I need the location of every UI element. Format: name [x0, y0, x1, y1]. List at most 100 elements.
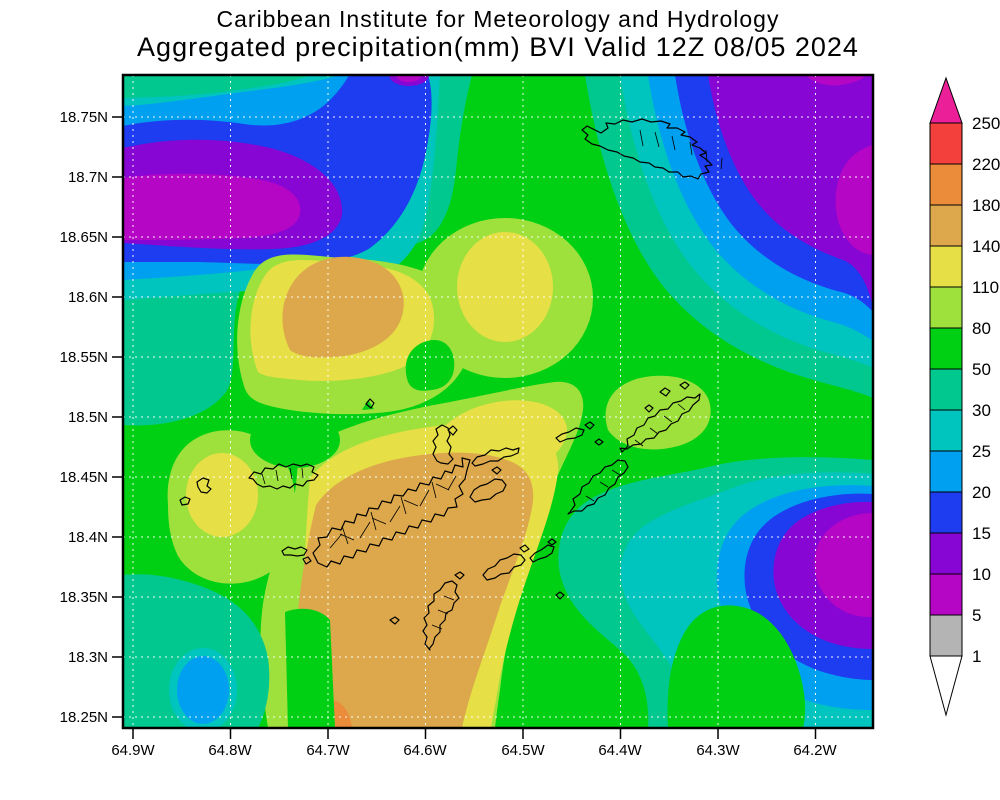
lon-label: 64.6W: [403, 742, 447, 759]
colorbar-seg-110-140: [929, 245, 963, 288]
island-dead-chest: [454, 571, 465, 580]
contour-se-5-10: [814, 513, 873, 617]
island-tortola-parcels: [329, 475, 457, 549]
island-vg-parcels: [585, 403, 686, 502]
colorbar-seg-15-20: [929, 491, 963, 534]
figure-subtitle: Aggregated precipitation(mm) BVI Valid 1…: [137, 32, 859, 62]
contour-field: [123, 75, 873, 728]
colorbar-seg-25-30: [929, 409, 963, 452]
contour-sw-20-25: [177, 656, 229, 724]
lat-axis-labels: 18.75N 18.7N 18.65N 18.6N 18.55N 18.5N 1…: [60, 109, 108, 726]
colorbar-seg-30-50: [929, 368, 963, 411]
contour-notch-50-80: [405, 340, 455, 391]
lon-label: 64.9W: [111, 742, 155, 759]
island-ginger-dot: [555, 591, 565, 600]
colorbar-label: 110: [972, 278, 999, 297]
island-beef: [469, 478, 507, 503]
lat-label: 18.45N: [60, 469, 108, 486]
lat-label: 18.75N: [60, 109, 108, 126]
lat-label: 18.6N: [68, 289, 108, 306]
island-virgin-gorda: [567, 459, 629, 515]
lat-label: 18.4N: [68, 529, 108, 546]
island-salt: [482, 553, 526, 581]
lat-label: 18.7N: [68, 169, 108, 186]
colorbar-seg-5-10: [929, 573, 963, 616]
island-west-cay-1: [196, 477, 212, 494]
contour-top-sliver-5-10: [396, 75, 422, 82]
colorbar-label: 25: [972, 442, 991, 461]
lon-label: 64.5W: [501, 742, 545, 759]
colorbar-seg-180-220: [929, 163, 963, 206]
map-frame: [121, 73, 875, 730]
contour-column-50-80: [285, 608, 335, 728]
contour-central-110-140: [457, 232, 553, 342]
colorbar-seg-1-5: [929, 614, 963, 657]
island-necker: [679, 381, 690, 390]
colorbar-label: 50: [972, 360, 991, 379]
figure-title: Caribbean Institute for Meteorology and …: [217, 6, 780, 32]
colorbar-label: 20: [972, 483, 991, 502]
contour-ne-edge-5-10: [835, 145, 873, 255]
colorbar-under-arrow: [929, 655, 963, 717]
colorbar-label: 30: [972, 401, 991, 420]
colorbar-seg-140-180: [929, 204, 963, 247]
lon-label: 64.4W: [598, 742, 642, 759]
colorbar-label: 220: [972, 155, 1000, 174]
colorbar-label: 10: [972, 565, 991, 584]
contour-nw-5-10: [123, 173, 301, 240]
lon-ticks: [132, 728, 817, 739]
island-cooper-dot: [547, 538, 557, 546]
island-west-cay-2: [179, 496, 191, 506]
island-outlines: [179, 118, 723, 651]
lat-label: 18.5N: [68, 409, 108, 426]
lat-label: 18.65N: [60, 229, 108, 246]
island-prickly-pear: [659, 387, 671, 397]
colorbar-seg-220-250: [929, 122, 963, 165]
island-east-cay-dot2: [594, 438, 604, 446]
lon-axis-labels: 64.9W 64.8W 64.7W 64.6W 64.5W 64.4W 64.3…: [111, 742, 837, 759]
island-thatch-cay: [302, 556, 312, 565]
lon-label: 64.7W: [306, 742, 350, 759]
island-jost-van-dyke: [248, 463, 319, 490]
island-norman-parcels: [431, 595, 455, 630]
island-cooper: [529, 544, 555, 563]
island-jvd-parcels: [261, 467, 304, 485]
lon-label: 64.2W: [793, 742, 837, 759]
island-little-thatch: [281, 546, 308, 557]
colorbar-seg-10-15: [929, 532, 963, 575]
contour-ne-top-5-10: [806, 75, 866, 86]
lat-label: 18.35N: [60, 589, 108, 606]
contour-nwland-140-180: [282, 256, 404, 358]
lon-label: 64.3W: [696, 742, 740, 759]
island-guana-cay: [447, 425, 458, 436]
lon-label: 64.8W: [208, 742, 252, 759]
lat-ticks: [112, 116, 123, 718]
colorbar-label: 80: [972, 319, 991, 338]
colorbar-label: 1: [972, 647, 981, 666]
island-camanoe-scrub: [471, 447, 520, 467]
contour-south-140-180: [296, 452, 534, 728]
colorbar-label: 15: [972, 524, 991, 543]
island-salt-cay: [519, 544, 530, 553]
island-east-cay-dot1: [584, 421, 595, 430]
island-norman-peter: [422, 580, 460, 651]
island-tortola: [312, 457, 471, 568]
island-beef-cay: [491, 466, 502, 475]
colorbar-over-arrow: [929, 76, 963, 124]
island-anegada: [581, 118, 713, 180]
contour-horseshoe-50-80: [250, 412, 340, 468]
colorbar-label: 140: [972, 237, 1000, 256]
colorbar-seg-20-25: [929, 450, 963, 493]
island-sandy-cay: [365, 398, 375, 409]
lat-label: 18.55N: [60, 349, 108, 366]
lat-label: 18.3N: [68, 649, 108, 666]
island-virgin-gorda-north: [619, 393, 701, 453]
contour-ne-10-15: [708, 75, 873, 305]
island-pelican: [389, 616, 400, 625]
contour-se-tongue-50-80: [667, 605, 806, 728]
colorbar: 250 220 180 140 110 80 50 30 25 20 15 10…: [929, 76, 1000, 717]
colorbar-seg-80-110: [929, 286, 963, 329]
colorbar-label: 5: [972, 606, 981, 625]
colorbar-labels: 250 220 180 140 110 80 50 30 25 20 15 10…: [972, 114, 1000, 666]
